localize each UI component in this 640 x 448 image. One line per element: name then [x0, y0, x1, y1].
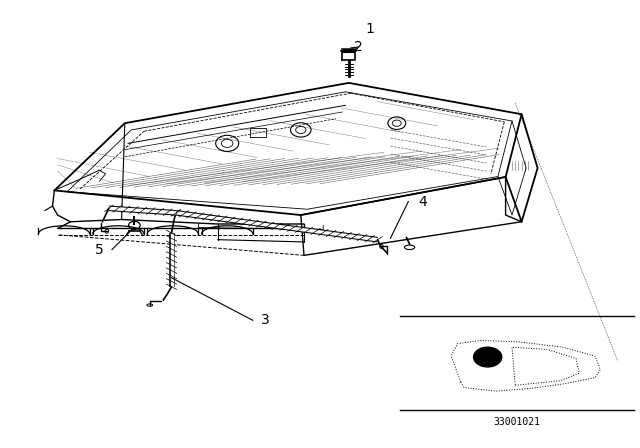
Text: 2: 2 — [354, 40, 363, 54]
Circle shape — [474, 347, 502, 367]
Text: 5: 5 — [95, 242, 104, 257]
Text: 33001021: 33001021 — [493, 417, 540, 426]
Text: 3: 3 — [261, 313, 270, 327]
Text: 1: 1 — [365, 22, 374, 36]
Text: 4: 4 — [418, 194, 427, 209]
